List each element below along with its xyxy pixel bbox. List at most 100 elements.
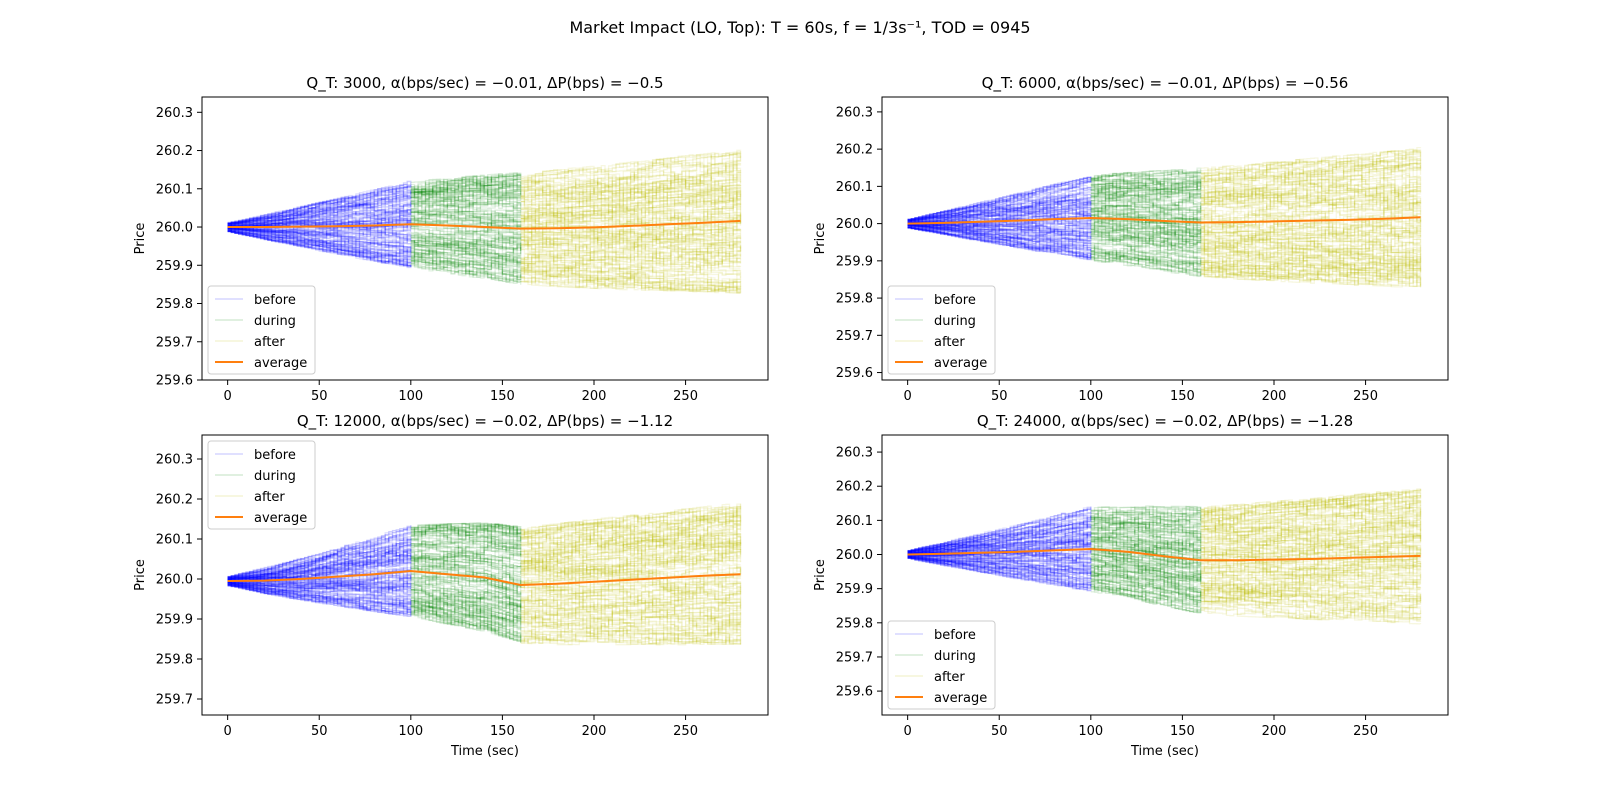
during-path: [410, 222, 522, 257]
during-path: [1090, 566, 1202, 587]
x-tick-label: 0: [904, 724, 912, 739]
before-path: [907, 509, 1092, 552]
before-path: [227, 582, 412, 603]
after-path: [1200, 567, 1422, 604]
after-path: [1200, 150, 1422, 182]
during-path: [1090, 216, 1202, 233]
after-path: [1200, 553, 1422, 596]
after-path: [520, 238, 742, 271]
after-path: [1200, 493, 1422, 535]
before-path: [227, 230, 412, 265]
before-path: [227, 182, 412, 228]
after-path: [1200, 510, 1422, 555]
during-path: [1090, 511, 1202, 526]
before-path: [907, 557, 1092, 592]
during-path: [1090, 531, 1202, 545]
during-path: [1090, 559, 1202, 583]
before-path: [227, 575, 412, 588]
after-path: [520, 581, 742, 617]
during-path: [1090, 183, 1202, 202]
after-path: [520, 594, 742, 618]
before-path: [907, 525, 1092, 555]
before-path: [907, 549, 1092, 563]
before-path: [227, 229, 412, 267]
during-path: [410, 236, 522, 246]
before-path: [907, 512, 1092, 553]
after-path: [520, 236, 742, 265]
during-path: [410, 589, 522, 609]
after-path: [1200, 149, 1422, 177]
before-path: [227, 572, 412, 582]
during-path: [1090, 531, 1202, 559]
during-path: [1090, 250, 1202, 265]
before-path: [907, 223, 1092, 235]
before-path: [227, 582, 412, 598]
after-path: [520, 591, 741, 645]
y-tick-label: 259.9: [836, 254, 873, 269]
after-path: [520, 236, 742, 278]
after-path: [520, 509, 742, 535]
after-path: [520, 590, 742, 623]
after-path: [1200, 232, 1422, 261]
after-path: [1200, 157, 1422, 178]
before-path: [227, 572, 412, 586]
before-path: [907, 224, 1092, 261]
after-path: [1200, 494, 1422, 525]
before-path: [907, 211, 1092, 223]
after-path: [1200, 221, 1422, 251]
after-path: [520, 262, 742, 291]
after-path: [1200, 562, 1421, 592]
during-path: [410, 180, 521, 199]
during-path: [1090, 168, 1202, 187]
after-path: [520, 167, 742, 187]
after-path: [520, 194, 742, 222]
during-path: [1090, 222, 1202, 234]
before-path: [227, 183, 412, 224]
after-path: [520, 508, 742, 569]
after-path: [520, 513, 742, 562]
before-path: [227, 227, 412, 263]
chart-panel-3: 0 50 100 150 200 250259.7259.8259.9260.0260.1…: [133, 412, 769, 759]
after-path: [1200, 175, 1422, 204]
y-tick-label: 259.7: [156, 693, 193, 708]
before-path: [907, 224, 1092, 242]
before-path: [227, 581, 411, 594]
before-path: [907, 540, 1092, 554]
before-path: [227, 229, 412, 253]
before-path: [907, 177, 1092, 221]
before-path: [907, 517, 1092, 553]
during-path: [410, 613, 522, 629]
during-path: [410, 242, 522, 263]
before-path: [227, 190, 412, 225]
before-path: [907, 226, 1092, 257]
before-path: [227, 540, 412, 580]
after-path: [520, 581, 742, 621]
after-path: [1200, 196, 1422, 273]
y-tick-label: 259.8: [156, 653, 193, 668]
before-path: [907, 507, 1092, 553]
during-path: [1090, 538, 1202, 565]
during-path: [410, 588, 522, 605]
after-path: [1200, 150, 1422, 185]
during-path: [1090, 182, 1202, 201]
before-path: [907, 556, 1092, 577]
during-path: [410, 191, 522, 211]
before-path: [907, 226, 1092, 250]
during-path: [1090, 253, 1202, 273]
after-path: [1200, 191, 1422, 236]
before-path: [907, 219, 1092, 233]
y-tick-label: 260.3: [836, 446, 873, 461]
before-path: [227, 197, 412, 224]
legend-box: [207, 440, 316, 530]
during-path: [410, 229, 522, 247]
after-path: [1200, 171, 1422, 200]
after-path: [520, 505, 742, 558]
before-path: [907, 554, 1092, 580]
during-path: [410, 549, 522, 567]
after-path: [520, 607, 742, 643]
chart-panel-2: 0 50 100 150 200 250259.6259.7259.8259.9260.0…: [813, 74, 1449, 404]
after-path: [520, 628, 741, 645]
during-path: [410, 179, 522, 215]
after-path: [1200, 188, 1422, 217]
after-path: [520, 631, 742, 645]
